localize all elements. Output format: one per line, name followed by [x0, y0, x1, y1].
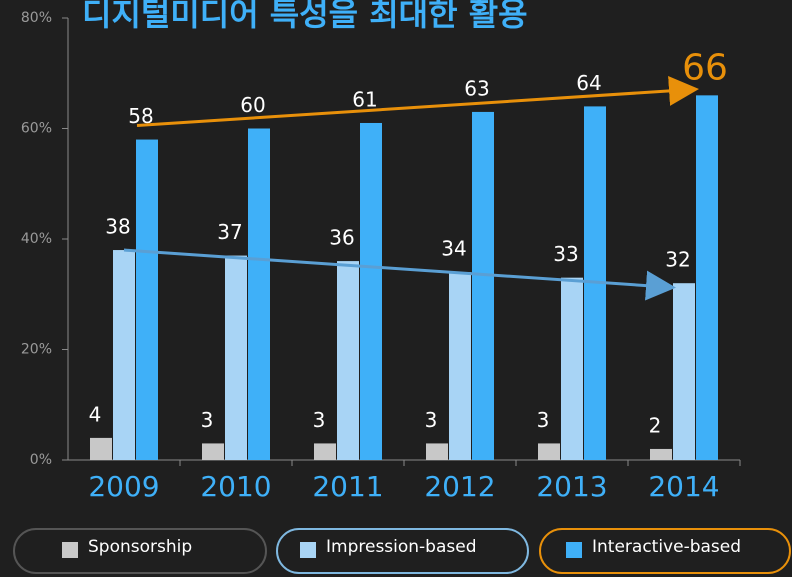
bar — [360, 122, 382, 460]
y-tick-label: 80% — [21, 10, 52, 26]
y-tick-label: 40% — [21, 231, 52, 247]
data-label: 64 — [576, 71, 601, 95]
bar — [449, 272, 471, 460]
data-label: 33 — [553, 242, 578, 266]
data-label: 36 — [329, 226, 354, 250]
bar — [650, 448, 672, 460]
legend-label: Interactive-based — [592, 537, 741, 557]
legend-box — [539, 528, 791, 574]
bar — [136, 139, 158, 461]
x-tick-label: 2013 — [536, 470, 607, 503]
data-label: 32 — [665, 248, 690, 272]
bar — [113, 250, 135, 460]
bar — [696, 95, 718, 460]
data-label: 4 — [89, 402, 102, 426]
y-tick-label: 60% — [21, 121, 52, 137]
bar — [472, 111, 494, 461]
bar — [225, 255, 247, 460]
data-label: 2 — [649, 413, 662, 437]
data-label: 3 — [425, 408, 438, 432]
legend-box — [13, 528, 267, 574]
legend-swatch — [566, 542, 582, 558]
data-label: 66 — [682, 47, 728, 88]
bar — [426, 443, 448, 460]
y-tick-label: 20% — [21, 342, 52, 358]
legend-label: Impression-based — [326, 537, 477, 557]
data-label: 3 — [537, 408, 550, 432]
data-label: 37 — [217, 220, 242, 244]
data-label: 60 — [240, 93, 265, 117]
y-tick-label: 0% — [30, 452, 52, 468]
bar — [561, 277, 583, 460]
x-tick-label: 2012 — [424, 470, 495, 503]
bar — [202, 443, 224, 460]
x-tick-label: 2011 — [312, 470, 383, 503]
legend-swatch — [62, 542, 78, 558]
bar — [337, 261, 359, 460]
x-tick-label: 2014 — [648, 470, 719, 503]
legend-swatch — [300, 542, 316, 558]
x-tick-label: 2010 — [200, 470, 271, 503]
x-tick-label: 2009 — [88, 470, 159, 503]
bar — [90, 437, 112, 460]
data-label: 61 — [352, 87, 377, 111]
bar — [248, 128, 270, 460]
trend-arrow — [123, 248, 676, 301]
chart-title: 디지털미디어 특성을 최대한 활용 — [82, 0, 528, 33]
data-label: 34 — [441, 237, 466, 261]
data-label: 3 — [201, 408, 214, 432]
data-label: 3 — [313, 408, 326, 432]
data-label: 63 — [464, 76, 489, 100]
legend-box — [276, 528, 529, 574]
trend-arrow — [136, 75, 699, 128]
bar — [538, 443, 560, 460]
legend-label: Sponsorship — [88, 537, 192, 557]
bar — [314, 443, 336, 460]
bar — [673, 283, 695, 460]
data-label: 38 — [105, 215, 130, 239]
